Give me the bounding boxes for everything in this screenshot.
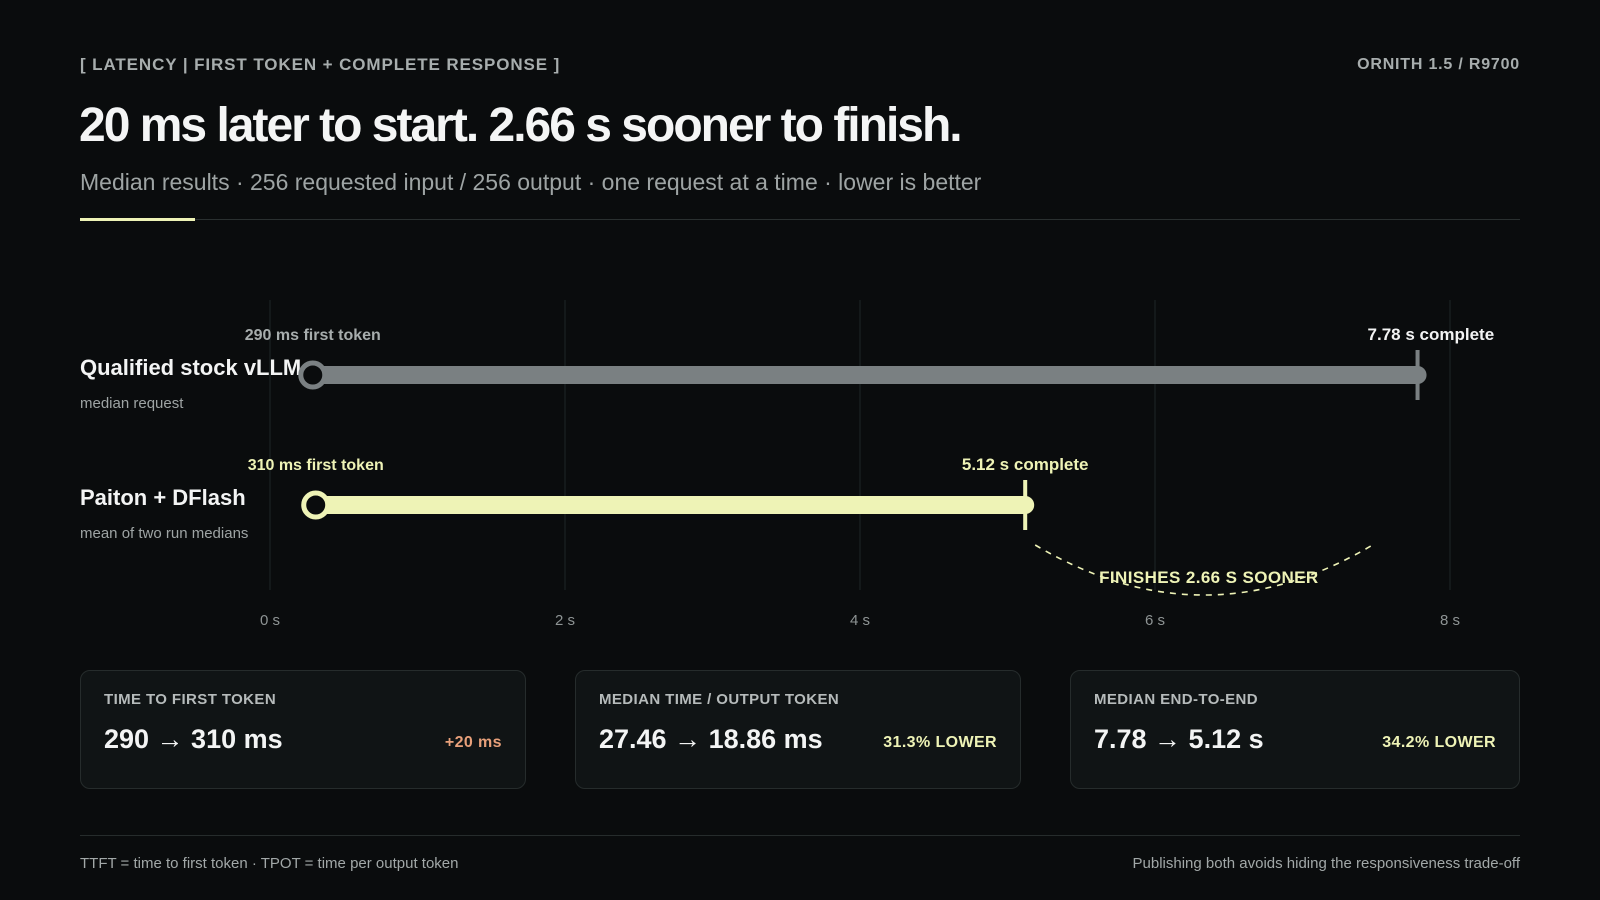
annotation-arc [1034, 544, 1373, 596]
series-subtitle: mean of two run medians [80, 525, 248, 542]
header-rule-accent [80, 218, 195, 221]
card-value: 7.78 → 5.12 s [1094, 724, 1264, 754]
x-tick-label: 8 s [1440, 612, 1460, 629]
card-label: TIME TO FIRST TOKEN [104, 691, 277, 708]
header-rule [80, 219, 1520, 220]
page-title: 20 ms later to start. 2.66 s sooner to f… [79, 99, 963, 152]
card-label: MEDIAN END-TO-END [1094, 691, 1259, 708]
brand-label: ORNITH 1.5 / R9700 [1357, 56, 1520, 73]
card-delta: 31.3% LOWER [883, 734, 997, 751]
x-tick-label: 2 s [555, 612, 575, 629]
annotation-label: FINISHES 2.66 S SOONER [1099, 568, 1318, 587]
footer-glossary: TTFT = time to first token · TPOT = time… [80, 855, 459, 872]
series-name: Paiton + DFlash [80, 485, 246, 510]
card-e2e: MEDIAN END-TO-END 7.78 → 5.12 s 34.2% LO… [1070, 670, 1520, 789]
card-value: 290 → 310 ms [104, 724, 283, 754]
series-name: Qualified stock vLLM [80, 355, 301, 380]
latency-timeline-chart: 0 s 2 s 4 s 6 s 8 s Qualified stock vLLM media… [80, 300, 1495, 629]
card-ttft: TIME TO FIRST TOKEN 290 → 310 ms +20 ms [80, 670, 526, 789]
x-tick-label: 6 s [1145, 612, 1165, 629]
footer-note: Publishing both avoids hiding the respon… [1132, 855, 1520, 872]
series-subtitle: median request [80, 395, 184, 412]
completion-label: 5.12 s complete [962, 455, 1089, 474]
x-tick-label: 0 s [260, 612, 280, 629]
footer-rule [80, 835, 1520, 836]
eyebrow-label: [ LATENCY | FIRST TOKEN + COMPLETE RESPO… [80, 55, 561, 74]
completion-label: 7.78 s complete [1368, 325, 1495, 344]
card-tpot: MEDIAN TIME / OUTPUT TOKEN 27.46 → 18.86… [575, 670, 1021, 789]
page-subtitle: Median results · 256 requested input / 2… [80, 169, 982, 195]
card-delta: +20 ms [444, 734, 502, 751]
card-value: 27.46 → 18.86 ms [599, 724, 823, 754]
first-token-label: 290 ms first token [245, 327, 381, 344]
x-tick-label: 4 s [850, 612, 870, 629]
first-token-marker [301, 490, 331, 520]
first-token-label: 310 ms first token [248, 457, 384, 474]
card-label: MEDIAN TIME / OUTPUT TOKEN [599, 691, 840, 708]
first-token-marker [298, 360, 328, 390]
card-delta: 34.2% LOWER [1382, 734, 1496, 751]
